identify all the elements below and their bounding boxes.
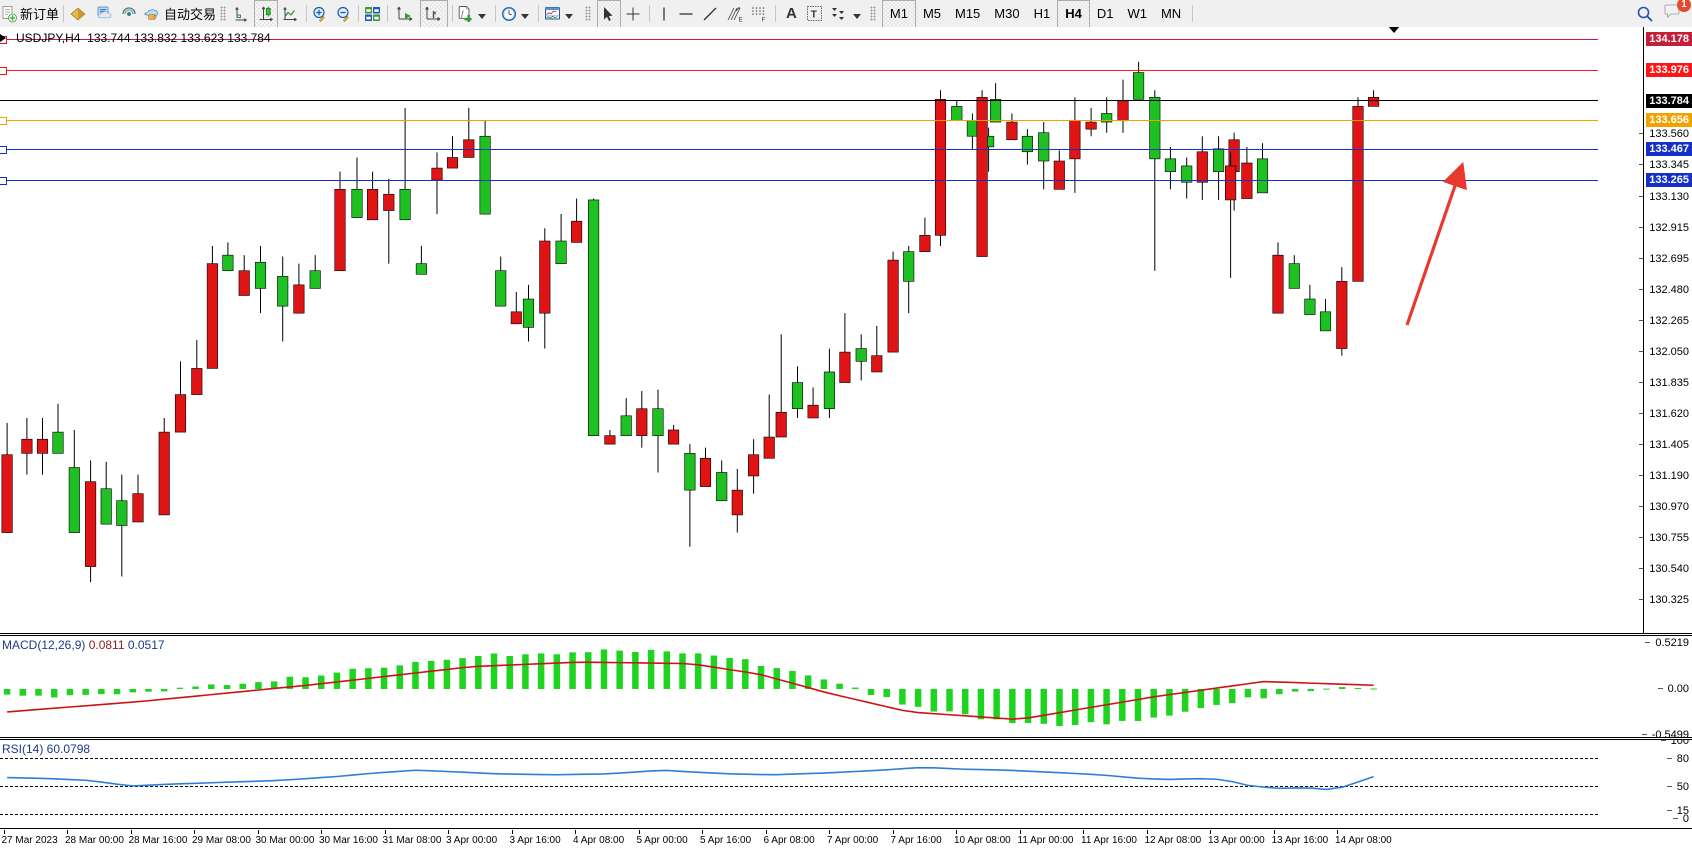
svg-text:T: T xyxy=(811,10,817,21)
svg-text:E: E xyxy=(739,17,743,23)
svg-text:F: F xyxy=(762,17,766,23)
